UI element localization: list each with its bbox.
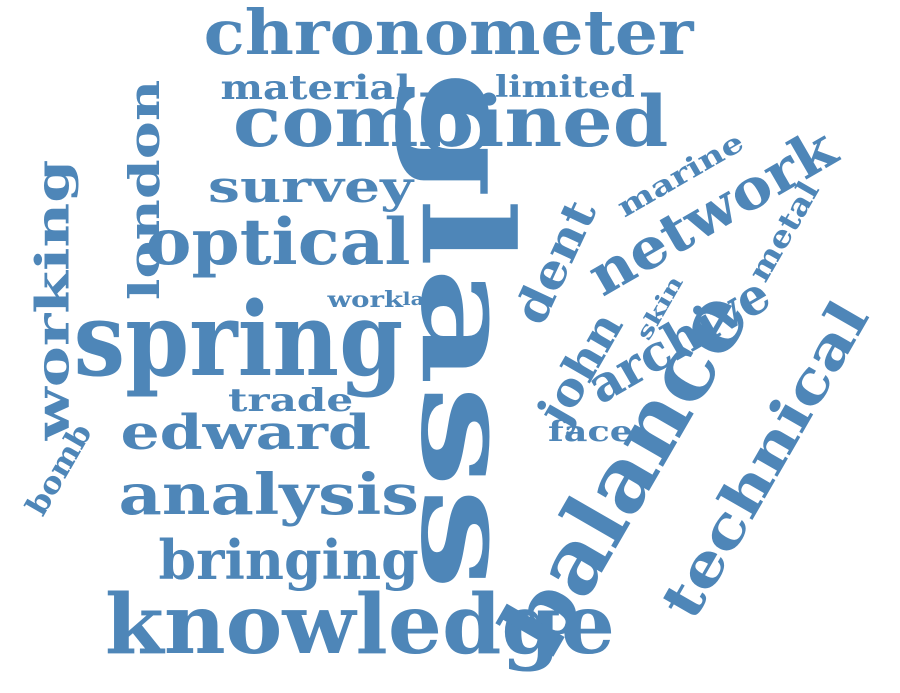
word-london: london xyxy=(120,79,170,301)
word-late: late xyxy=(402,289,448,310)
word-spring: spring xyxy=(73,280,403,400)
word-work: work xyxy=(327,287,404,313)
word-combined: combined xyxy=(232,80,668,163)
word-trade: trade xyxy=(227,381,353,419)
word-analysis: analysis xyxy=(117,462,419,528)
word-chronometer: chronometer xyxy=(203,0,694,69)
word-survey: survey xyxy=(207,162,413,213)
word-edward: edward xyxy=(119,405,371,461)
word-material: material xyxy=(219,68,411,108)
word-limited: limited xyxy=(494,70,635,105)
word-optical: optical xyxy=(145,205,411,280)
word-face: face xyxy=(547,415,633,448)
word-bringing: bringing xyxy=(158,528,419,592)
word-working: working xyxy=(25,159,80,441)
word-knowledge: knowledge xyxy=(104,577,615,673)
